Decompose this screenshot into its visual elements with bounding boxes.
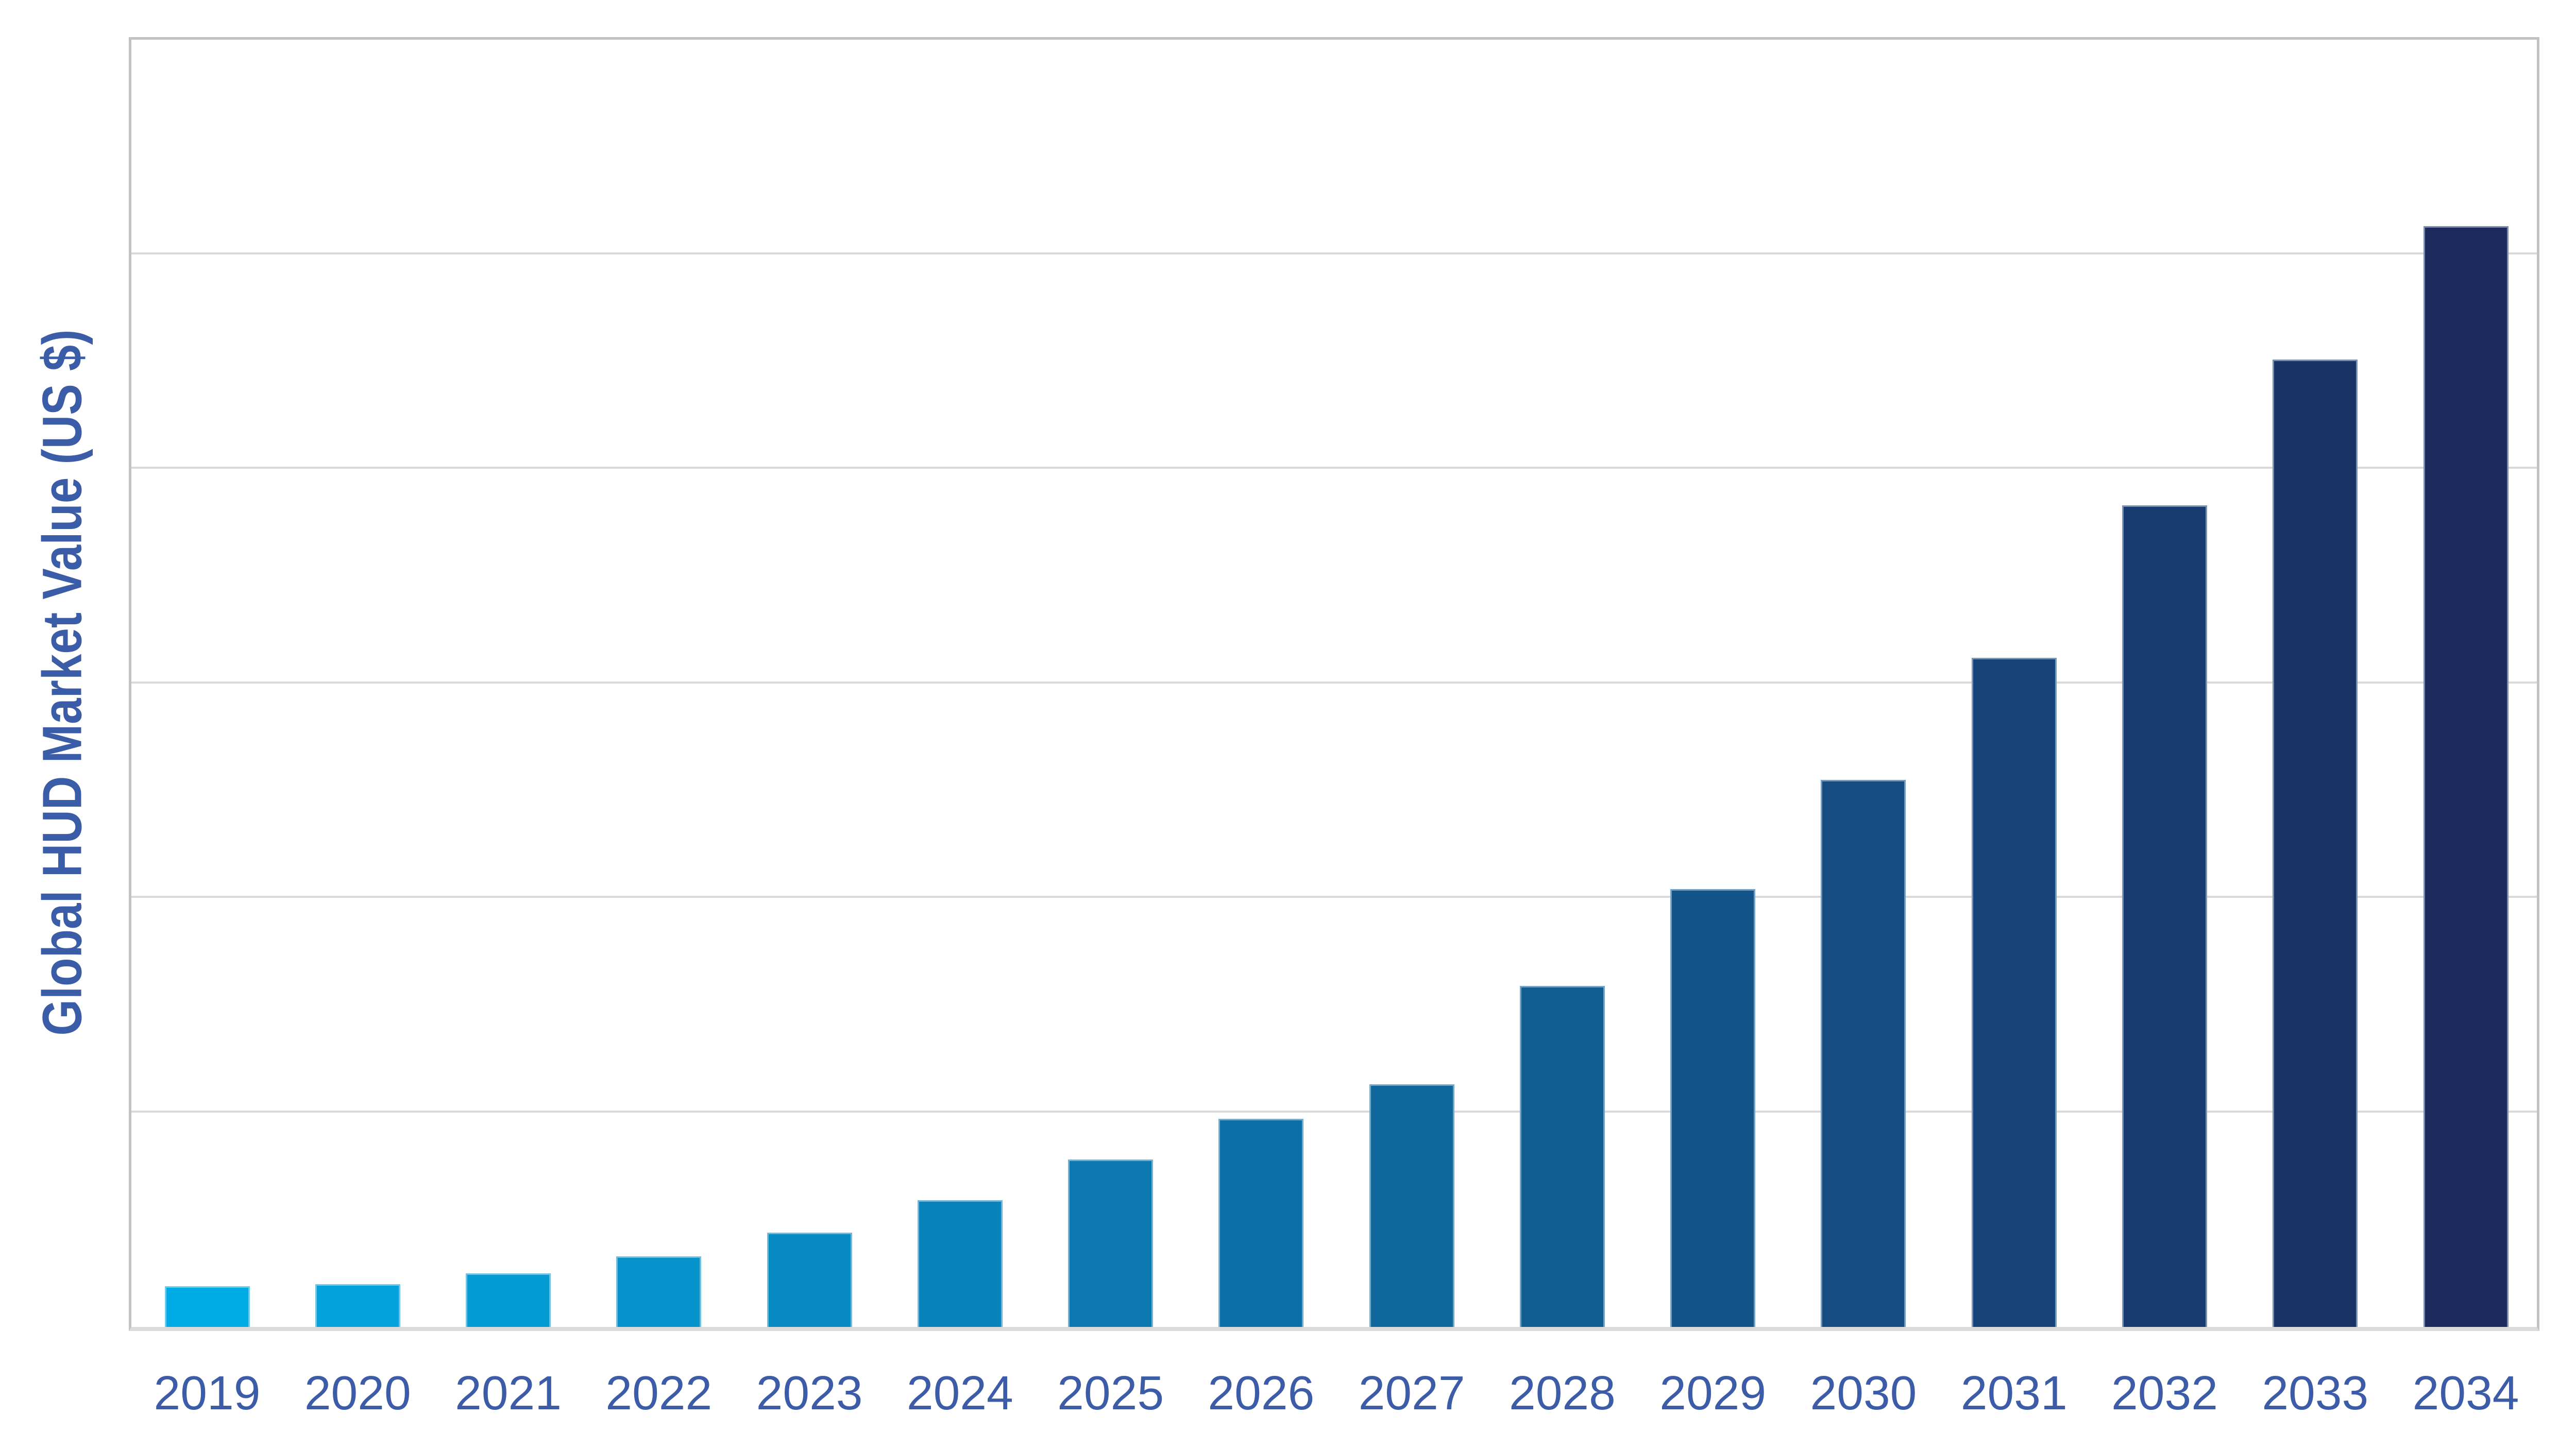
bar-2022 bbox=[616, 1256, 702, 1327]
x-axis-label-2029: 2029 bbox=[1659, 1366, 1767, 1420]
x-axis-labels: 2019 2020 2021 2022 2023 2024 2025 2026 2027 2028… bbox=[131, 1369, 2537, 1426]
bar-2027 bbox=[1369, 1084, 1454, 1327]
bar-2033 bbox=[2273, 360, 2358, 1327]
y-axis-title: Global HUD Market Value (US $) bbox=[30, 329, 93, 1036]
bar-2023 bbox=[767, 1233, 852, 1327]
bar-2019 bbox=[164, 1286, 250, 1327]
x-axis-label-2034: 2034 bbox=[2412, 1366, 2519, 1420]
x-axis-label-2030: 2030 bbox=[1810, 1366, 1917, 1420]
bar-2028 bbox=[1519, 986, 1605, 1327]
bar-2026 bbox=[1218, 1119, 1304, 1327]
x-axis-label-2025: 2025 bbox=[1057, 1366, 1164, 1420]
plot-area bbox=[129, 37, 2539, 1331]
bar-2024 bbox=[917, 1200, 1003, 1327]
x-axis-label-2020: 2020 bbox=[304, 1366, 411, 1420]
x-axis-label-2026: 2026 bbox=[1208, 1366, 1315, 1420]
gridline bbox=[131, 896, 2537, 898]
bar-2031 bbox=[1971, 658, 2057, 1327]
x-axis-label-2032: 2032 bbox=[2111, 1366, 2218, 1420]
bar-2032 bbox=[2122, 505, 2207, 1327]
x-axis-label-2023: 2023 bbox=[756, 1366, 863, 1420]
gridline bbox=[131, 467, 2537, 469]
bar-2029 bbox=[1670, 889, 1756, 1327]
x-axis-label-2027: 2027 bbox=[1358, 1366, 1465, 1420]
bar-2021 bbox=[466, 1273, 551, 1327]
x-axis-label-2019: 2019 bbox=[154, 1366, 261, 1420]
plot-inner bbox=[131, 40, 2537, 1327]
bar-2025 bbox=[1068, 1160, 1154, 1327]
x-axis-label-2028: 2028 bbox=[1509, 1366, 1616, 1420]
gridline bbox=[131, 252, 2537, 254]
x-axis-label-2031: 2031 bbox=[1960, 1366, 2067, 1420]
gridline bbox=[131, 681, 2537, 684]
x-axis-label-2033: 2033 bbox=[2262, 1366, 2369, 1420]
bar-2020 bbox=[315, 1284, 400, 1327]
gridline bbox=[131, 1110, 2537, 1113]
bar-2030 bbox=[1821, 780, 1906, 1327]
bar-2034 bbox=[2423, 226, 2509, 1327]
x-axis-label-2024: 2024 bbox=[906, 1366, 1013, 1420]
x-axis-label-2022: 2022 bbox=[605, 1366, 713, 1420]
x-axis-label-2021: 2021 bbox=[455, 1366, 562, 1420]
